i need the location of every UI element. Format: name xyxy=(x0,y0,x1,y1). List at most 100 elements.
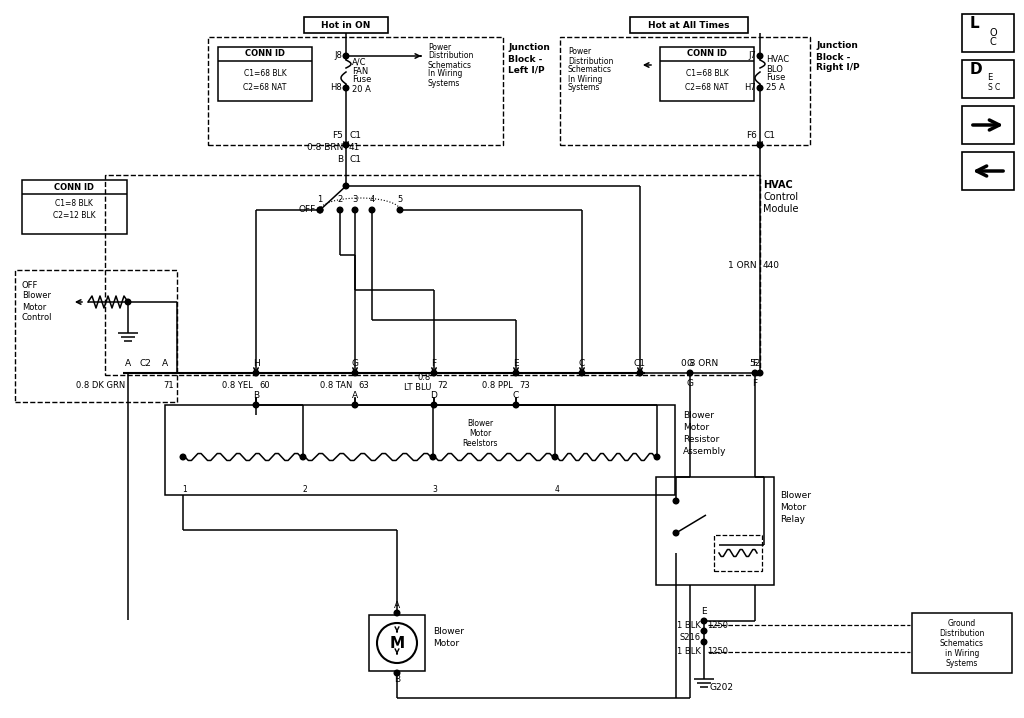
Text: 5: 5 xyxy=(397,195,402,205)
Text: Right I/P: Right I/P xyxy=(816,63,859,73)
Text: 4: 4 xyxy=(555,485,559,493)
Text: Assembly: Assembly xyxy=(683,447,726,455)
Text: Blower: Blower xyxy=(433,627,464,635)
Text: 0.8 ORN: 0.8 ORN xyxy=(681,360,719,368)
Text: Blower: Blower xyxy=(22,292,51,301)
Text: 0.8 TAN: 0.8 TAN xyxy=(319,381,352,389)
Circle shape xyxy=(753,370,758,376)
Circle shape xyxy=(300,454,306,460)
Text: A/C: A/C xyxy=(352,57,367,67)
Text: L: L xyxy=(970,17,980,32)
Text: 72: 72 xyxy=(437,381,447,389)
Bar xyxy=(208,37,503,145)
Text: Schematics: Schematics xyxy=(568,65,612,75)
Circle shape xyxy=(352,208,357,213)
Text: OFF: OFF xyxy=(22,281,38,289)
Text: HVAC: HVAC xyxy=(763,180,793,190)
Text: H8: H8 xyxy=(331,83,342,93)
Text: A: A xyxy=(125,360,131,368)
Text: S216: S216 xyxy=(680,633,701,643)
Bar xyxy=(656,477,774,585)
Text: Blower: Blower xyxy=(780,490,811,500)
Text: Motor: Motor xyxy=(469,429,492,437)
Text: 73: 73 xyxy=(519,381,529,389)
Text: C1: C1 xyxy=(349,156,361,164)
Circle shape xyxy=(580,370,585,376)
Text: C: C xyxy=(513,391,519,399)
Text: F: F xyxy=(753,378,758,388)
Text: O: O xyxy=(990,28,997,38)
Circle shape xyxy=(431,370,437,376)
Bar xyxy=(962,14,1014,52)
Text: Motor: Motor xyxy=(433,638,459,648)
Text: C: C xyxy=(990,37,996,47)
Circle shape xyxy=(757,142,763,148)
Text: E: E xyxy=(701,607,707,617)
Text: Resistor: Resistor xyxy=(683,434,719,444)
Circle shape xyxy=(513,402,519,408)
Text: C2=68 NAT: C2=68 NAT xyxy=(244,83,287,91)
Text: Block -: Block - xyxy=(508,55,543,63)
Text: 1250: 1250 xyxy=(707,648,728,656)
Text: 0.8 DK GRN: 0.8 DK GRN xyxy=(76,381,125,389)
Circle shape xyxy=(343,142,349,148)
Circle shape xyxy=(757,85,763,90)
Text: 3: 3 xyxy=(352,195,357,205)
Circle shape xyxy=(673,530,679,536)
Text: A: A xyxy=(162,360,168,368)
Text: G: G xyxy=(351,360,358,368)
Text: A: A xyxy=(352,391,358,399)
Text: Schematics: Schematics xyxy=(428,60,472,70)
Text: Control: Control xyxy=(22,314,52,322)
Text: 41: 41 xyxy=(349,144,360,152)
Circle shape xyxy=(513,370,519,376)
Text: G: G xyxy=(686,360,693,368)
Circle shape xyxy=(180,454,185,460)
Text: 4: 4 xyxy=(370,195,375,205)
Text: Block -: Block - xyxy=(816,52,850,62)
Text: Fuse: Fuse xyxy=(352,75,372,85)
Text: Motor: Motor xyxy=(780,503,806,511)
Text: HVAC: HVAC xyxy=(766,55,790,65)
Text: C1=8 BLK: C1=8 BLK xyxy=(55,200,93,208)
Text: Fuse: Fuse xyxy=(766,73,785,83)
Text: A: A xyxy=(394,602,400,610)
Text: Left I/P: Left I/P xyxy=(508,65,545,75)
Text: S: S xyxy=(987,83,992,91)
Text: C2=68 NAT: C2=68 NAT xyxy=(685,83,729,91)
Text: G202: G202 xyxy=(709,684,733,692)
Text: F5: F5 xyxy=(332,131,343,141)
Text: E: E xyxy=(513,360,519,368)
Text: 1 BLK: 1 BLK xyxy=(677,620,701,630)
Text: Blower: Blower xyxy=(467,419,494,427)
Text: Distribution: Distribution xyxy=(568,57,613,65)
Circle shape xyxy=(352,370,357,376)
Text: 1: 1 xyxy=(182,485,187,493)
Text: Distribution: Distribution xyxy=(428,52,473,60)
Circle shape xyxy=(352,402,357,408)
Text: 0.8 PPL: 0.8 PPL xyxy=(482,381,513,389)
Text: 0.8 YEL: 0.8 YEL xyxy=(222,381,253,389)
Bar xyxy=(15,270,177,402)
Circle shape xyxy=(397,208,402,213)
Text: Power: Power xyxy=(568,47,591,57)
Text: H7: H7 xyxy=(744,83,756,93)
Circle shape xyxy=(317,208,323,213)
Text: Distribution: Distribution xyxy=(939,630,985,638)
Bar xyxy=(22,180,127,234)
Text: CONN ID: CONN ID xyxy=(54,182,94,192)
Circle shape xyxy=(431,402,437,408)
Text: 25 A: 25 A xyxy=(766,83,784,93)
Text: Systems: Systems xyxy=(568,83,600,93)
Text: Power: Power xyxy=(428,42,452,52)
Bar xyxy=(218,47,312,101)
Text: Systems: Systems xyxy=(428,78,461,88)
Text: B: B xyxy=(394,676,400,684)
Text: C1: C1 xyxy=(349,131,361,141)
Text: 63: 63 xyxy=(358,381,369,389)
Text: 1: 1 xyxy=(317,195,323,205)
Circle shape xyxy=(701,639,707,645)
Text: Control: Control xyxy=(763,192,798,202)
Text: CONN ID: CONN ID xyxy=(245,50,285,58)
Text: Junction: Junction xyxy=(816,42,858,50)
